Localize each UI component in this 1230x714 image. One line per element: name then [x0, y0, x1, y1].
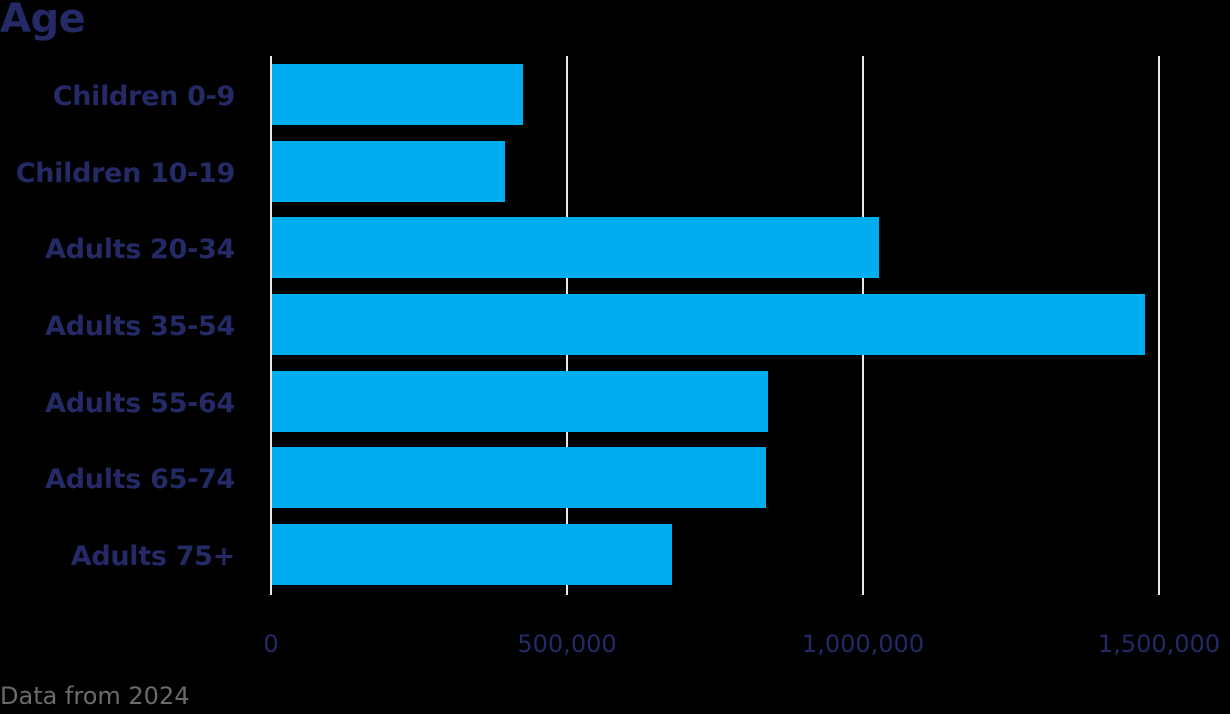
bar [272, 447, 766, 508]
category-label: Adults 20-34 [45, 234, 235, 265]
category-label: Adults 65-74 [45, 464, 235, 495]
x-tick-label: 500,000 [517, 630, 617, 658]
footnote: Data from 2024 [0, 682, 190, 710]
category-label: Adults 35-54 [45, 311, 235, 342]
y-axis-line [270, 56, 272, 595]
x-tick-label: 0 [263, 630, 279, 658]
bar [272, 141, 505, 202]
bar [272, 217, 879, 278]
category-label: Adults 75+ [70, 541, 236, 572]
gridline [1158, 56, 1160, 595]
chart-title: Age [0, 0, 86, 42]
bar [272, 524, 672, 585]
x-tick-label: 1,500,000 [1097, 630, 1221, 658]
x-tick-label: 1,000,000 [801, 630, 925, 658]
bar [272, 294, 1145, 355]
category-label: Adults 55-64 [45, 388, 235, 419]
category-label: Children 0-9 [52, 81, 236, 112]
category-label: Children 10-19 [15, 158, 236, 189]
bar [272, 371, 768, 432]
bar [272, 64, 523, 125]
